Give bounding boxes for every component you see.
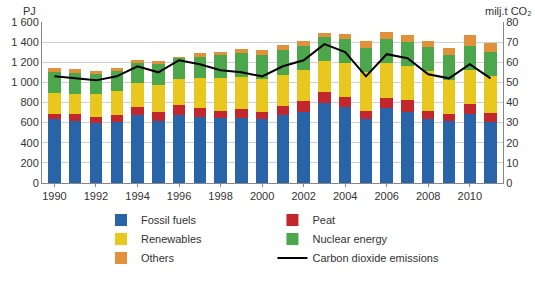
svg-text:Fossil fuels: Fossil fuels bbox=[141, 214, 197, 226]
svg-text:1 200: 1 200 bbox=[11, 56, 39, 68]
svg-text:1994: 1994 bbox=[125, 190, 149, 202]
svg-text:1 000: 1 000 bbox=[11, 76, 39, 88]
svg-text:0: 0 bbox=[506, 177, 512, 189]
svg-text:2008: 2008 bbox=[416, 190, 440, 202]
svg-text:2004: 2004 bbox=[333, 190, 357, 202]
svg-text:800: 800 bbox=[20, 96, 38, 108]
svg-text:Others: Others bbox=[141, 252, 175, 264]
svg-text:milj.t CO₂: milj.t CO₂ bbox=[485, 5, 531, 17]
svg-text:2000: 2000 bbox=[250, 190, 274, 202]
svg-text:Peat: Peat bbox=[312, 214, 335, 226]
svg-text:2006: 2006 bbox=[374, 190, 398, 202]
svg-text:PJ: PJ bbox=[23, 5, 36, 17]
svg-text:400: 400 bbox=[20, 137, 38, 149]
svg-text:Renewables: Renewables bbox=[141, 233, 202, 245]
svg-text:80: 80 bbox=[506, 16, 518, 28]
svg-text:200: 200 bbox=[20, 157, 38, 169]
svg-text:0: 0 bbox=[33, 177, 39, 189]
svg-text:600: 600 bbox=[20, 116, 38, 128]
svg-text:Carbon dioxide emissions: Carbon dioxide emissions bbox=[312, 252, 438, 264]
svg-text:Nuclear energy: Nuclear energy bbox=[312, 233, 387, 245]
svg-text:1996: 1996 bbox=[167, 190, 191, 202]
svg-text:10: 10 bbox=[506, 157, 518, 169]
svg-text:70: 70 bbox=[506, 36, 518, 48]
svg-text:1992: 1992 bbox=[84, 190, 108, 202]
svg-text:1 600: 1 600 bbox=[11, 16, 39, 28]
svg-text:1 400: 1 400 bbox=[11, 36, 39, 48]
svg-text:1990: 1990 bbox=[42, 190, 66, 202]
svg-text:1998: 1998 bbox=[208, 190, 232, 202]
svg-text:2010: 2010 bbox=[458, 190, 482, 202]
svg-text:30: 30 bbox=[506, 116, 518, 128]
svg-text:60: 60 bbox=[506, 56, 518, 68]
svg-text:20: 20 bbox=[506, 137, 518, 149]
svg-text:2002: 2002 bbox=[291, 190, 315, 202]
svg-text:50: 50 bbox=[506, 76, 518, 88]
svg-text:40: 40 bbox=[506, 96, 518, 108]
